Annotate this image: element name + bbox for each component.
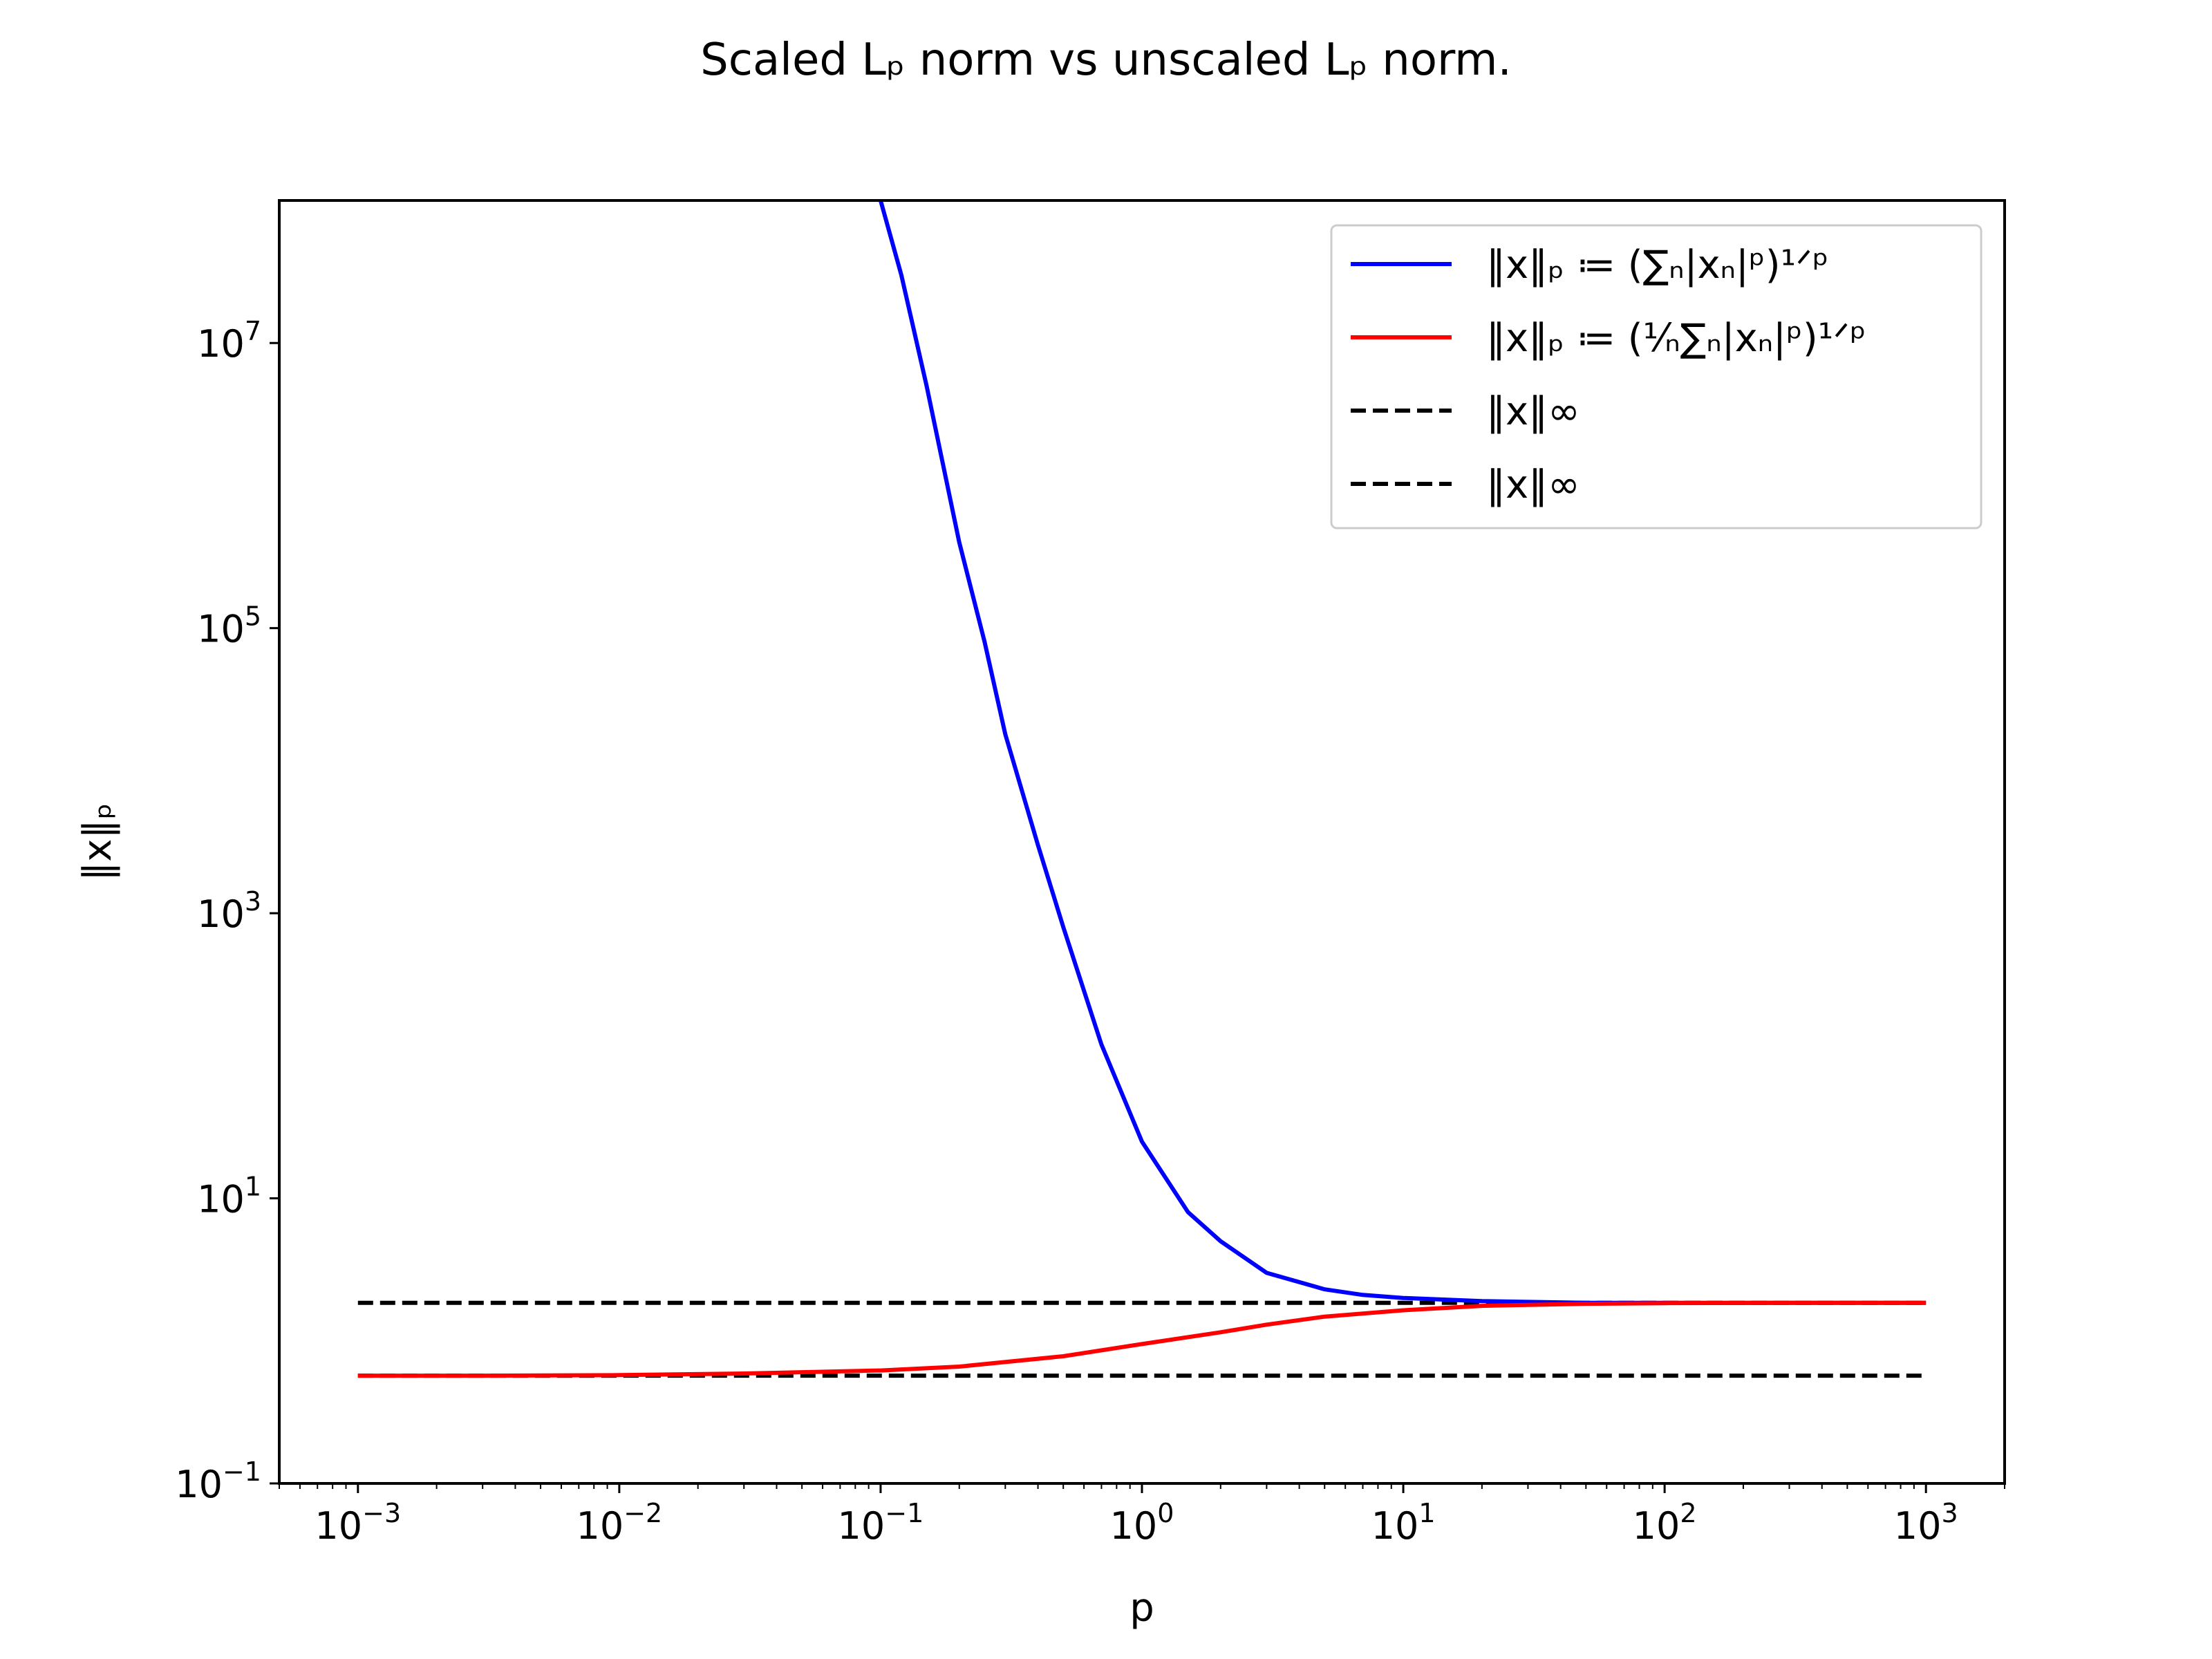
x-tick-label: 101 — [1371, 1498, 1436, 1548]
y-tick-label: 10−1 — [175, 1456, 261, 1506]
legend-label: ‖x‖ₚ ≔ (⅟ₙ∑ₙ|xₙ|ᵖ)¹ᐟᵖ — [1486, 316, 1866, 361]
x-tick-label: 103 — [1894, 1498, 1958, 1548]
series-line-1 — [879, 200, 1927, 1305]
x-axis-label: p — [1130, 1586, 1154, 1631]
x-tick-label: 10−1 — [838, 1498, 924, 1548]
y-tick-label: 107 — [197, 316, 261, 366]
y-tick-label: 103 — [197, 886, 261, 936]
y-tick-label: 101 — [197, 1172, 261, 1221]
legend-label: ‖x‖ₚ ≔ (∑ₙ|xₙ|ᵖ)¹ᐟᵖ — [1486, 243, 1829, 288]
plot-area — [357, 200, 1927, 1378]
y-tick-label: 105 — [197, 601, 261, 651]
y-axis: 10−1 101 103 105 107 — [175, 316, 279, 1506]
legend-box — [1330, 224, 1983, 529]
x-tick-label: 102 — [1633, 1498, 1697, 1548]
chart-title: Scaled Lₚ norm vs unscaled Lₚ norm. — [700, 35, 1512, 86]
legend-label: ‖x‖∞ — [1486, 462, 1580, 507]
x-axis: 10−3 10−2 10−1 100 101 102 103 — [279, 1483, 2005, 1548]
x-tick-label: 10−3 — [315, 1498, 401, 1548]
x-tick-label: 10−2 — [576, 1498, 662, 1548]
legend-label: ‖x‖∞ — [1486, 389, 1580, 434]
y-axis-label: ‖x‖ₚ — [75, 803, 120, 881]
x-tick-label: 100 — [1110, 1498, 1174, 1548]
series-line-2 — [357, 1300, 1927, 1378]
legend: ‖x‖ₚ ≔ (∑ₙ|xₙ|ᵖ)¹ᐟᵖ ‖x‖ₚ ≔ (⅟ₙ∑ₙ|xₙ|ᵖ)¹ᐟᵖ… — [1330, 224, 1983, 529]
